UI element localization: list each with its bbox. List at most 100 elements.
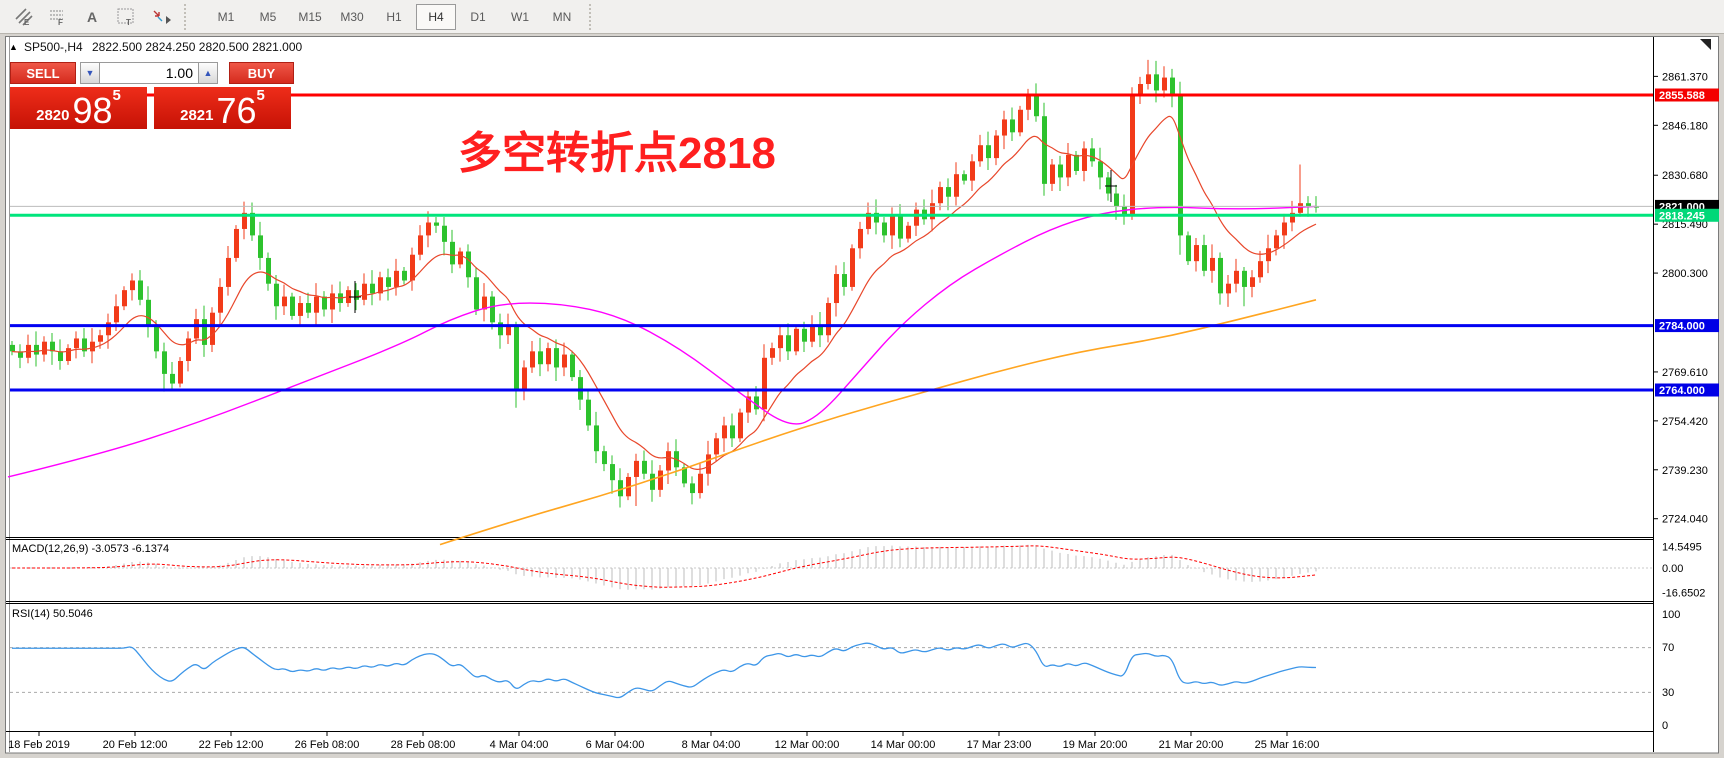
svg-text:0.00: 0.00	[1662, 563, 1683, 575]
timeframe-button-h4[interactable]: H4	[416, 3, 456, 30]
svg-text:12 Mar 00:00: 12 Mar 00:00	[775, 739, 840, 751]
sell-price-bigfigure: 2820	[36, 107, 70, 124]
timeframe-button-w1[interactable]: W1	[511, 9, 529, 24]
svg-text:4 Mar 04:00: 4 Mar 04:00	[490, 739, 549, 751]
toolbar-separator	[184, 3, 191, 30]
svg-text:25 Mar 16:00: 25 Mar 16:00	[1255, 739, 1320, 751]
arrow-down-icon: ▼	[85, 68, 95, 78]
buy-price-pipette: 5	[256, 87, 265, 104]
timeframe-button-h1[interactable]: H1	[386, 9, 402, 24]
timeframe-button-m5[interactable]: M5	[259, 9, 277, 24]
slow-ma-line	[439, 299, 1317, 546]
svg-text:8 Mar 04:00: 8 Mar 04:00	[682, 739, 741, 751]
time-axis: 18 Feb 2019 20 Feb 12:00 22 Feb 12:00 26 Fe…	[8, 731, 1320, 751]
text-button[interactable]: A	[77, 3, 109, 31]
trade-controls-row: SELL ▼ ▲ BUY	[10, 62, 294, 84]
svg-text:F: F	[58, 18, 63, 27]
fibonacci-lines-button[interactable]: F	[43, 3, 75, 31]
sell-price-pips: 98	[72, 90, 113, 132]
svg-text:26 Feb 08:00: 26 Feb 08:00	[295, 739, 360, 751]
svg-text:E: E	[24, 18, 30, 27]
candles-layer	[10, 59, 1319, 508]
svg-text:19 Mar 20:00: 19 Mar 20:00	[1063, 739, 1128, 751]
svg-text:14 Mar 00:00: 14 Mar 00:00	[871, 739, 936, 751]
buy-price-pips: 76	[216, 90, 257, 132]
annotation-text[interactable]: 多空转折点2818	[458, 129, 776, 178]
macd-panel: 14.5495 0.00 -16.6502	[10, 542, 1705, 600]
chart-collapse-marker[interactable]: ▲	[9, 42, 18, 52]
svg-text:2861.370: 2861.370	[1662, 71, 1708, 83]
svg-text:2818.245: 2818.245	[1659, 210, 1705, 222]
equidistant-channel-icon: E	[15, 7, 33, 27]
svg-text:17 Mar 23:00: 17 Mar 23:00	[967, 739, 1032, 751]
rsi-label: RSI(14) 50.5046	[12, 608, 93, 620]
volume-stepper: ▼ ▲	[80, 62, 218, 84]
svg-text:T: T	[126, 18, 131, 27]
timeframe-button-d1[interactable]: D1	[470, 9, 486, 24]
svg-text:100: 100	[1662, 609, 1680, 621]
text-label-icon: T	[117, 8, 134, 27]
price-panel	[7, 59, 1653, 546]
rsi-panel: 100 70 30 0	[10, 609, 1680, 732]
price-badge-2818.245	[1655, 208, 1719, 222]
chart-end-marker	[1700, 39, 1711, 50]
equidistant-channel-button[interactable]: E	[9, 3, 41, 31]
svg-text:20 Feb 12:00: 20 Feb 12:00	[103, 739, 168, 751]
svg-text:70: 70	[1662, 642, 1674, 654]
svg-text:22 Feb 12:00: 22 Feb 12:00	[199, 739, 264, 751]
text-icon: A	[87, 9, 97, 25]
quote-boxes-row: 2820 98 5 2821 76 5	[10, 87, 294, 129]
chart-symbol-title: SP500-,H4	[24, 40, 83, 54]
svg-text:21 Mar 20:00: 21 Mar 20:00	[1159, 739, 1224, 751]
price-badge-2855.588	[1655, 88, 1719, 102]
svg-text:2855.588: 2855.588	[1659, 90, 1705, 102]
svg-text:2846.180: 2846.180	[1662, 120, 1708, 132]
svg-text:2784.000: 2784.000	[1659, 321, 1705, 333]
timeframe-button-m15[interactable]: M15	[298, 9, 322, 24]
svg-text:2764.000: 2764.000	[1659, 385, 1705, 397]
timeframe-button-m1[interactable]: M1	[217, 9, 235, 24]
timeframe-toolbar: M1 M5 M15 M30 H1 H4 D1 W1 MN	[197, 3, 583, 30]
fast-ma-line	[11, 115, 1317, 470]
svg-text:28 Feb 08:00: 28 Feb 08:00	[391, 739, 456, 751]
svg-text:2769.610: 2769.610	[1662, 367, 1708, 379]
svg-text:14.5495: 14.5495	[1662, 542, 1702, 554]
text-label-button[interactable]: T	[111, 3, 143, 31]
mid-ma-line	[7, 205, 1317, 478]
volume-increase-button[interactable]: ▲	[198, 62, 218, 84]
svg-text:2830.680: 2830.680	[1662, 170, 1708, 182]
svg-text:30: 30	[1662, 687, 1674, 699]
svg-text:2754.420: 2754.420	[1662, 416, 1708, 428]
sell-button[interactable]: SELL	[10, 62, 76, 84]
volume-input[interactable]	[100, 62, 198, 84]
svg-text:2739.230: 2739.230	[1662, 465, 1708, 477]
svg-text:-16.6502: -16.6502	[1662, 588, 1705, 600]
toolbar-separator-2	[589, 3, 596, 30]
buy-button[interactable]: BUY	[229, 62, 294, 84]
arrow-objects-button[interactable]	[145, 3, 177, 31]
timeframe-button-m30[interactable]: M30	[340, 9, 364, 24]
price-axis: 2861.370 2846.180 2830.680 2815.490 2800.300…	[1653, 71, 1719, 526]
volume-decrease-button[interactable]: ▼	[80, 62, 100, 84]
svg-text:2800.300: 2800.300	[1662, 268, 1708, 280]
arrow-objects-icon	[153, 10, 171, 24]
svg-text:2724.040: 2724.040	[1662, 514, 1708, 526]
macd-label: MACD(12,26,9) -3.0573 -6.1374	[12, 543, 169, 555]
sell-price-pipette: 5	[112, 87, 121, 104]
buy-price-bigfigure: 2821	[180, 107, 214, 124]
svg-text:A: A	[87, 9, 97, 25]
one-click-trading-panel: SELL ▼ ▲ BUY 2820 98 5 2821 76 5	[10, 62, 294, 129]
fibonacci-lines-icon: F	[50, 10, 63, 27]
svg-text:2815.490: 2815.490	[1662, 219, 1708, 231]
sell-price-box[interactable]: 2820 98 5	[10, 87, 147, 129]
chart-frame	[5, 36, 1719, 754]
rsi-line	[12, 642, 1317, 699]
timeframe-button-mn[interactable]: MN	[552, 9, 572, 24]
chart-ohlc-values: 2822.500 2824.250 2820.500 2821.000	[92, 40, 303, 54]
buy-price-box[interactable]: 2821 76 5	[154, 87, 291, 129]
svg-text:6 Mar 04:00: 6 Mar 04:00	[586, 739, 645, 751]
price-badge-2784.000	[1655, 319, 1719, 333]
